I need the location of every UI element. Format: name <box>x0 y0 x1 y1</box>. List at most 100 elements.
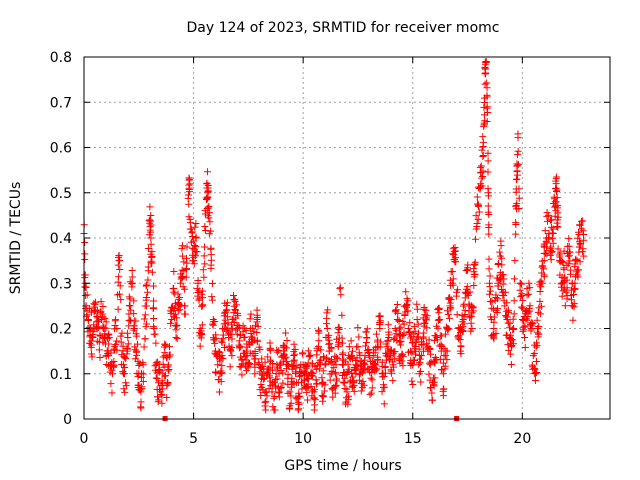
data-point-dense <box>512 176 520 184</box>
data-point-dense <box>178 266 186 274</box>
data-point-dense <box>531 365 539 373</box>
data-point-dense <box>484 185 492 193</box>
data-point-dense <box>362 328 370 336</box>
data-point-dense <box>559 287 567 295</box>
data-point-dense <box>471 270 479 278</box>
data-point-dense <box>386 353 394 361</box>
data-point-dense <box>517 293 525 301</box>
data-point-dense <box>354 324 362 332</box>
data-point-dense <box>114 278 122 286</box>
data-point-dense <box>147 221 155 229</box>
data-point-dense <box>200 252 208 260</box>
data-point-dense <box>419 334 427 342</box>
data-point-dense <box>95 346 103 354</box>
data-point-dense <box>153 375 161 383</box>
data-point-dense <box>87 341 95 349</box>
data-point-dense <box>103 350 111 358</box>
data-point-dense <box>173 335 181 343</box>
data-point-dense <box>439 359 447 367</box>
data-point-dense <box>261 399 269 407</box>
data-point-dense <box>125 301 133 309</box>
data-point-dense <box>404 297 412 305</box>
data-point-dense <box>378 358 386 366</box>
data-point-dense <box>507 361 515 369</box>
data-point-dense <box>135 361 143 369</box>
data-point-dense <box>519 296 527 304</box>
data-point-dense <box>445 314 453 322</box>
data-point-dense <box>123 329 131 337</box>
data-point-dense <box>235 341 243 349</box>
data-point-dense <box>207 264 215 272</box>
data-point-dense <box>479 167 487 175</box>
data-point-dense <box>464 261 472 269</box>
data-point-dense <box>88 350 96 358</box>
data-point-dense <box>484 157 492 165</box>
data-point-dense <box>143 320 151 328</box>
data-point-dense <box>454 286 462 294</box>
data-point-dense <box>286 405 294 413</box>
data-point <box>141 311 149 319</box>
data-point-dense <box>340 379 348 387</box>
data-point-dense <box>478 174 486 182</box>
data-point-dense <box>473 223 481 231</box>
data-point <box>439 370 447 378</box>
data-point-dense <box>144 276 152 284</box>
data-point-dense <box>277 384 285 392</box>
data-point-dense <box>114 305 122 313</box>
data-point-dense <box>442 347 450 355</box>
data-point-dense <box>554 202 562 210</box>
data-point-dense <box>563 284 571 292</box>
data-point-dense <box>552 198 560 206</box>
data-point-dense <box>392 330 400 338</box>
data-point-dense <box>194 289 202 297</box>
data-point-dense <box>425 336 433 344</box>
x-tick-label: 15 <box>404 431 422 447</box>
data-point-dense <box>116 266 124 274</box>
data-point-dense <box>104 334 112 342</box>
data-point-dense <box>161 349 169 357</box>
data-point-dense <box>164 380 172 388</box>
data-point-dense <box>423 324 431 332</box>
data-point-dense <box>105 340 113 348</box>
data-point-dense <box>212 368 220 376</box>
data-point-dense <box>361 361 369 369</box>
data-point-dense <box>327 343 335 351</box>
data-point-dense <box>543 239 551 247</box>
data-point-dense <box>290 379 298 387</box>
data-point-dense <box>494 305 502 313</box>
data-point-dense <box>521 322 529 330</box>
data-point-dense <box>527 327 535 335</box>
data-point-dense <box>537 283 545 291</box>
data-point-dense <box>579 248 587 256</box>
data-point-dense <box>568 279 576 287</box>
data-point-dense <box>390 348 398 356</box>
data-point-dense <box>394 309 402 317</box>
data-point-dense <box>279 369 287 377</box>
x-tick-label: 20 <box>513 431 531 447</box>
data-point-dense <box>299 350 307 358</box>
data-point-dense <box>366 391 374 399</box>
data-point-dense <box>538 257 546 265</box>
data-point-dense <box>510 325 518 333</box>
data-point-dense <box>339 339 347 347</box>
data-point-dense <box>185 188 193 196</box>
data-point-dense <box>444 310 452 318</box>
data-point-dense <box>547 216 555 224</box>
data-point-dense <box>576 221 584 229</box>
data-point-dense <box>411 350 419 358</box>
data-point-dense <box>490 335 498 343</box>
data-point-dense <box>310 406 318 414</box>
data-point-dense <box>433 336 441 344</box>
data-point-dense <box>497 242 505 250</box>
data-point-dense <box>307 368 315 376</box>
data-point-dense <box>524 308 532 316</box>
data-point-dense <box>155 396 163 404</box>
data-point-dense <box>408 349 416 357</box>
data-point-dense <box>144 245 152 253</box>
data-point-dense <box>136 386 144 394</box>
data-point-dense <box>570 300 578 308</box>
data-point-dense <box>233 301 241 309</box>
data-point-dense <box>331 369 339 377</box>
data-point-dense <box>518 280 526 288</box>
axis-ticks <box>83 56 610 420</box>
